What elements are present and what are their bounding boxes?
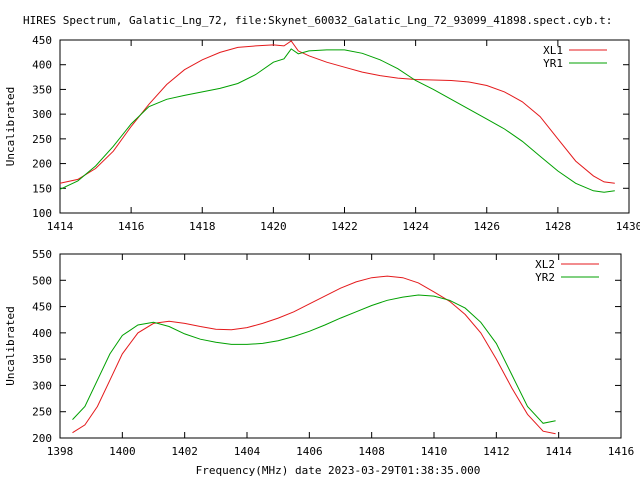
x-tick-label: 1420 xyxy=(260,220,287,233)
x-tick-label: 1422 xyxy=(331,220,358,233)
legend-label: XL2 xyxy=(535,258,555,271)
x-tick-label: 1416 xyxy=(608,445,635,458)
legend-label: YR1 xyxy=(543,57,563,70)
x-tick-label: 1400 xyxy=(109,445,136,458)
x-tick-label: 1426 xyxy=(474,220,501,233)
y-tick-label: 350 xyxy=(32,83,52,96)
y-tick-label: 300 xyxy=(32,379,52,392)
x-tick-label: 1424 xyxy=(402,220,429,233)
y-tick-label: 200 xyxy=(32,158,52,171)
figure-xlabel: Frequency(MHz) date 2023-03-29T01:38:35.… xyxy=(196,464,481,477)
x-tick-label: 1398 xyxy=(47,445,74,458)
x-tick-label: 1418 xyxy=(189,220,216,233)
plot-2: 1398 1400 1402 1404 1406 1408 1410 1412 1414 1416… xyxy=(4,248,634,458)
x-tick-label: 1414 xyxy=(545,445,572,458)
y-axis-label: Uncalibrated xyxy=(4,87,17,166)
x-tick-label: 1410 xyxy=(421,445,448,458)
y-tick-label: 400 xyxy=(32,59,52,72)
plots: 1414 1416 1418 1420 1422 1424 1426 1428 14301001… xyxy=(4,34,640,458)
series-line-yr1 xyxy=(59,48,615,193)
series-line-xl2 xyxy=(72,275,556,435)
x-tick-label: 1412 xyxy=(483,445,510,458)
y-tick-label: 500 xyxy=(32,274,52,287)
y-tick-label: 550 xyxy=(32,248,52,261)
legend-label: YR2 xyxy=(535,271,555,284)
y-tick-label: 100 xyxy=(32,207,52,220)
y-tick-label: 450 xyxy=(32,34,52,47)
plot-frame xyxy=(59,253,622,439)
y-tick-label: 300 xyxy=(32,108,52,121)
y-tick-label: 200 xyxy=(32,432,52,445)
series-line-yr2 xyxy=(72,294,556,424)
x-tick-label: 1430 xyxy=(616,220,640,233)
y-tick-label: 250 xyxy=(32,133,52,146)
x-tick-label: 1404 xyxy=(234,445,261,458)
plot-1: 1414 1416 1418 1420 1422 1424 1426 1428 1430 100 1… xyxy=(4,34,640,233)
y-tick-label: 400 xyxy=(32,327,52,340)
series-line-xl1 xyxy=(59,40,615,184)
y-tick-label: 350 xyxy=(32,353,52,366)
x-tick-label: 1406 xyxy=(296,445,323,458)
y-tick-label: 150 xyxy=(32,182,52,195)
x-tick-label: 1416 xyxy=(118,220,145,233)
legend-label: XL1 xyxy=(543,44,563,57)
y-tick-label: 250 xyxy=(32,406,52,419)
x-tick-label: 1428 xyxy=(545,220,572,233)
figure-title: HIRES Spectrum, Galatic_Lng_72, file:Sky… xyxy=(23,14,612,27)
x-tick-label: 1402 xyxy=(171,445,198,458)
x-tick-label: 1408 xyxy=(358,445,385,458)
y-tick-label: 450 xyxy=(32,301,52,314)
y-axis-label: Uncalibrated xyxy=(4,306,17,385)
x-tick-label: 1414 xyxy=(47,220,74,233)
